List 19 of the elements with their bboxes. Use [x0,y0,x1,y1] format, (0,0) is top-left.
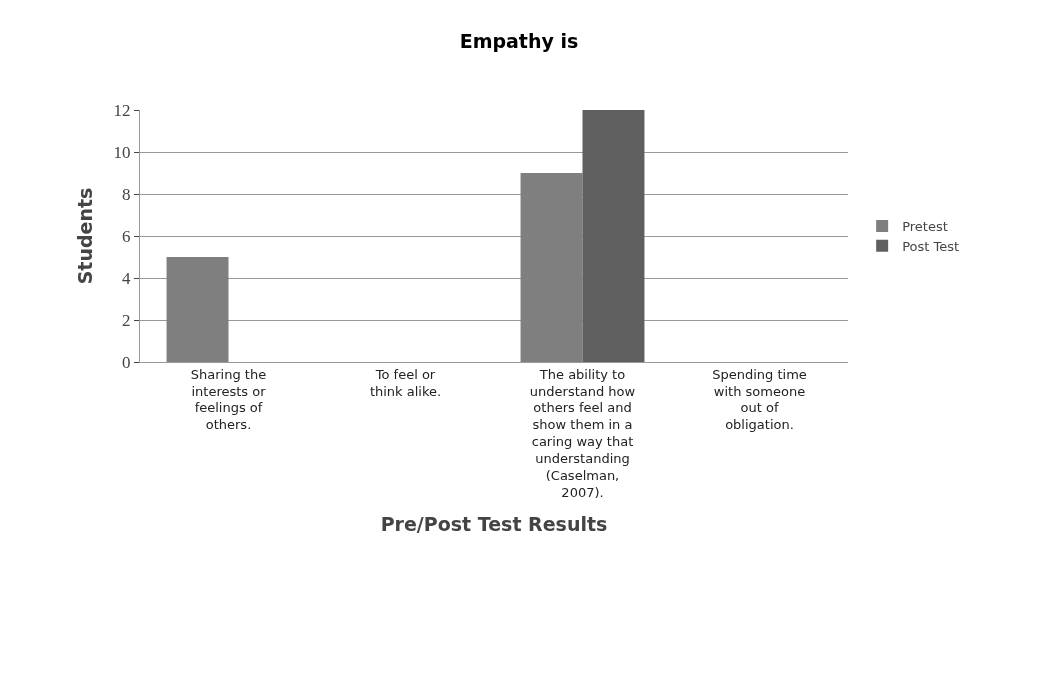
y-tick-label: 12 [113,100,131,120]
y-tick-label: 4 [122,268,132,288]
x-tick-label: To feel or think alike. [369,366,442,399]
y-tick-label: 2 [122,310,131,330]
bar [582,110,645,362]
x-tick-label: Spending time with someone out of obligation. [712,366,807,433]
y-axis-title: Students [74,187,96,285]
y-tick-label: 10 [113,142,131,162]
x-axis-title: Pre/Post Test Results [380,512,608,535]
bar [520,173,583,362]
legend-label: Post Test [902,238,960,254]
x-tick-label: The ability to understand how others feel and show them in a caring way that understanding (Caselman, 2007). [529,366,636,500]
legend-label: Pretest [902,219,948,235]
y-tick-label: 8 [122,184,131,204]
y-tick-label: 6 [122,226,131,246]
chart-title: Empathy is [459,29,579,52]
x-tick-label: Sharing the interests or feelings of others. [190,366,267,433]
y-tick-label: 0 [122,352,131,372]
bar [166,257,229,362]
